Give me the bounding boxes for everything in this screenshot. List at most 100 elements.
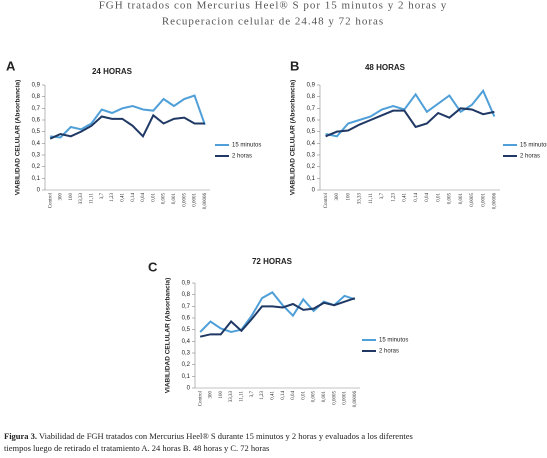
x-tick-label: 0,00006 <box>353 391 358 408</box>
y-tick-label: 0,8 <box>32 94 41 100</box>
x-tick-label: 11,11 <box>90 193 95 204</box>
x-tick-label: Control <box>48 192 53 208</box>
y-tick-label: 0,3 <box>32 153 41 159</box>
legend-label: 2 horas <box>520 154 540 160</box>
y-tick-label: 0,2 <box>182 362 191 368</box>
x-tick-label: 0,0005 <box>332 391 337 405</box>
series-line <box>50 94 206 139</box>
x-tick-label: 0,00006 <box>203 193 208 210</box>
y-tick-label: 0,8 <box>307 94 316 100</box>
x-tick-label: 0,005 <box>448 193 453 205</box>
y-tick-label: 0,4 <box>307 141 316 147</box>
x-tick-label: 0,41 <box>120 193 125 202</box>
y-tick-label: 0,7 <box>182 304 191 310</box>
series-line <box>199 291 356 334</box>
y-tick-label: 0,1 <box>32 176 41 182</box>
y-tick-label: 0,5 <box>32 129 41 135</box>
x-tick-label: 0,00006 <box>493 193 498 210</box>
panel-letter: A <box>6 58 16 73</box>
x-tick-label: 33,33 <box>79 193 84 205</box>
caption-text: Viabilidad de FGH tratados con Mercurius… <box>39 431 413 441</box>
y-tick-label: 0,8 <box>182 292 191 298</box>
y-tick-label: 0 <box>312 188 316 194</box>
y-tick-label: 0,9 <box>307 83 316 89</box>
x-tick-label: 1,23 <box>110 193 115 202</box>
y-tick-label: 0,1 <box>307 176 316 182</box>
legend-label: 15 minutos <box>520 143 547 149</box>
x-tick-label: 0,01 <box>151 193 156 202</box>
y-tick-label: 0,5 <box>307 129 316 135</box>
x-tick-label: 0,001 <box>322 391 327 403</box>
chart-title: 48 HORAS <box>365 63 406 72</box>
y-tick-label: 0,2 <box>32 164 41 170</box>
x-tick-label: 33,33 <box>358 193 363 205</box>
y-tick-label: 0,3 <box>307 153 316 159</box>
x-tick-label: 0,0001 <box>343 391 348 405</box>
chart-title: 24 HORAS <box>92 67 133 76</box>
x-tick-label: 100 <box>219 391 224 399</box>
y-tick-label: 0,3 <box>182 351 191 357</box>
caption: Figura 3. Viabilidad de FGH tratados con… <box>4 431 413 441</box>
x-tick-label: 0,005 <box>312 391 317 403</box>
x-tick-label: 0,0005 <box>470 193 475 207</box>
header-line: FGH tratados con Mercurius Heel® S por 1… <box>99 0 448 12</box>
x-tick-label: 300 <box>335 193 340 201</box>
x-tick-label: 0,001 <box>459 193 464 205</box>
y-axis-label: VIABILIDAD CELULAR (Absorbancia) <box>290 80 297 196</box>
x-tick-label: 300 <box>209 391 214 399</box>
x-tick-label: 0,0001 <box>481 193 486 207</box>
y-tick-label: 0,6 <box>307 118 316 124</box>
x-tick-label: 0,41 <box>270 391 275 400</box>
x-tick-label: 0,04 <box>425 193 430 202</box>
x-tick-label: 0,005 <box>162 193 167 205</box>
y-tick-label: 0,2 <box>307 164 316 170</box>
caption-label: Figura 3. <box>4 431 37 441</box>
series-line <box>49 113 205 140</box>
panel-letter: B <box>290 58 299 73</box>
legend-label: 2 horas <box>379 349 399 355</box>
x-tick-label: 300 <box>59 193 64 201</box>
y-tick-label: 0,9 <box>182 281 191 287</box>
x-tick-label: 100 <box>69 193 74 201</box>
x-tick-label: 0,14 <box>414 193 419 202</box>
y-tick-label: 0,6 <box>32 118 41 124</box>
y-tick-label: 0,9 <box>32 83 41 89</box>
y-axis-label: VIABILIDAD CELULAR (Absorbancia) <box>165 278 172 394</box>
y-axis-label: VIABILIDAD CELULAR (Absorbancia) <box>15 80 22 196</box>
x-tick-label: 0,01 <box>436 193 441 202</box>
x-tick-label: 11,11 <box>240 391 245 402</box>
legend-label: 2 horas <box>232 154 252 160</box>
x-tick-label: 0,0001 <box>193 193 198 207</box>
y-tick-label: 0,7 <box>32 106 41 112</box>
x-tick-label: Control <box>198 390 203 406</box>
chart-title: 72 HORAS <box>252 257 293 266</box>
y-tick-label: 0 <box>37 188 41 194</box>
series-line <box>325 107 495 138</box>
caption-text: tiempos luego de retirado el tratamiento… <box>4 443 269 453</box>
header-line: Recuperacion celular de 24.48 y 72 horas <box>162 16 384 28</box>
y-tick-label: 0,1 <box>182 374 191 380</box>
x-tick-label: 0,04 <box>141 193 146 202</box>
y-tick-label: 0,4 <box>32 141 41 147</box>
legend-label: 15 minutos <box>379 338 408 344</box>
x-tick-label: 0,001 <box>172 193 177 205</box>
x-tick-label: 100 <box>346 193 351 201</box>
x-tick-label: Control <box>324 192 329 208</box>
x-tick-label: 1,23 <box>391 193 396 202</box>
x-tick-label: 0,01 <box>301 391 306 400</box>
series-line <box>199 297 356 338</box>
x-tick-label: 0,04 <box>291 391 296 400</box>
panel-letter: C <box>148 259 158 274</box>
x-tick-label: 0,41 <box>403 193 408 202</box>
x-tick-label: 3,7 <box>100 193 105 200</box>
y-tick-label: 0 <box>187 386 191 392</box>
x-tick-label: 0,0005 <box>182 193 187 207</box>
x-tick-label: 3,7 <box>380 193 385 200</box>
x-tick-label: 11,11 <box>369 193 374 204</box>
x-tick-label: 0,14 <box>131 193 136 202</box>
x-tick-label: 1,23 <box>260 391 265 400</box>
y-tick-label: 0,4 <box>182 339 191 345</box>
x-tick-label: 3,7 <box>250 391 255 398</box>
y-tick-label: 0,6 <box>182 316 191 322</box>
